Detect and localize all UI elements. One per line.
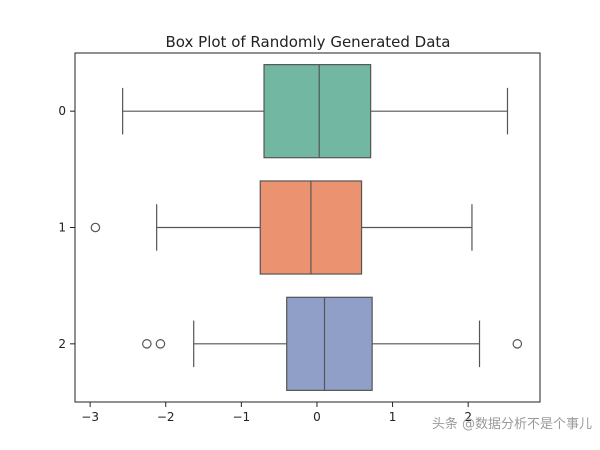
x-tick-label: 1 <box>389 410 397 424</box>
iqr-box <box>263 64 372 159</box>
x-tick-label: 0 <box>313 410 321 424</box>
box-group-0 <box>122 64 509 159</box>
y-tick-label: 0 <box>58 104 66 118</box>
box-series-group <box>90 64 523 391</box>
x-tick-label: −1 <box>232 410 250 424</box>
y-tick-label: 2 <box>58 337 66 351</box>
box-group-1 <box>90 180 473 275</box>
x-tick-label: 2 <box>464 410 472 424</box>
iqr-box <box>286 296 373 391</box>
box-group-2 <box>142 296 523 391</box>
watermark: 头条 @数据分析不是个事儿 <box>431 417 592 432</box>
outlier-point <box>512 339 523 349</box>
y-tick-label: 1 <box>58 221 66 235</box>
outlier-point <box>155 339 166 349</box>
chart-title: Box Plot of Randomly Generated Data <box>166 33 451 51</box>
axes-group: 0 1 2 −3 −2 −1 0 1 2 <box>58 104 472 424</box>
x-tick-label: −3 <box>81 410 99 424</box>
x-tick-label: −2 <box>157 410 175 424</box>
outlier-point <box>90 222 101 233</box>
outlier-point <box>142 339 152 349</box>
